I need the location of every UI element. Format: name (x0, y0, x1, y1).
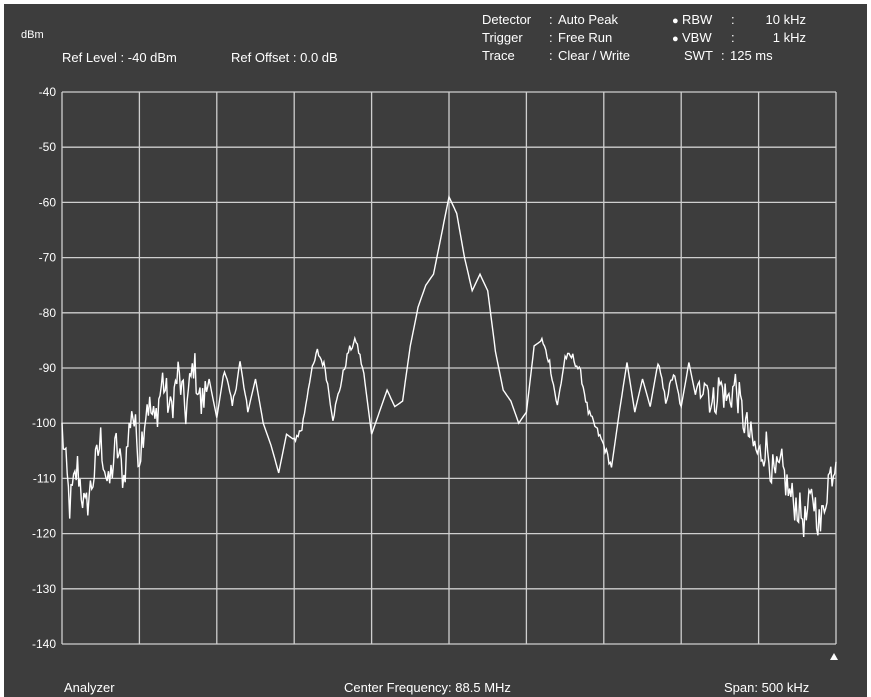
setting-sep-trace: : (549, 48, 553, 63)
setting-value-trigger: Free Run (558, 30, 613, 45)
bullet-icon: ● (672, 33, 679, 45)
grid (61, 91, 837, 645)
y-tick-label: -110 (33, 471, 56, 485)
footer-center-frequency: Center Frequency: 88.5 MHz (344, 680, 511, 695)
setting-value-detector: Auto Peak (558, 12, 618, 27)
setting-value-trace: Clear / Write (558, 48, 630, 63)
bw-value-vbw: 1 kHz (772, 30, 806, 45)
bw-sep-swt: : (721, 48, 725, 63)
y-tick-label: -60 (39, 195, 57, 209)
setting-name-detector: Detector (482, 12, 532, 27)
footer-span: Span: 500 kHz (724, 680, 810, 695)
bw-name-swt: SWT (684, 48, 713, 63)
spectrum-analyzer-screen: dBm Ref Level : -40 dBm Ref Offset : 0.0… (4, 4, 867, 697)
setting-name-trace: Trace (482, 48, 515, 63)
y-tick-label: -80 (39, 306, 57, 320)
bw-sep-rbw: : (731, 12, 735, 27)
bw-sep-vbw: : (731, 30, 735, 45)
y-tick-label: -70 (39, 251, 57, 265)
ref-level: Ref Level : -40 dBm (62, 50, 177, 65)
y-tick-label: -100 (32, 416, 56, 430)
spectrum-plot: -40 -50 -60 -70 -80 -90 -100 -110 -120 -130 -140 (32, 85, 838, 660)
bw-name-rbw: RBW (682, 12, 713, 27)
marker-triangle-icon (830, 653, 838, 660)
y-tick-labels: -40 -50 -60 -70 -80 -90 -100 -110 -120 -130 -140 (32, 85, 56, 651)
y-tick-label: -130 (32, 582, 56, 596)
spectrum-trace (61, 194, 837, 538)
setting-sep-detector: : (549, 12, 553, 27)
y-tick-label: -90 (39, 361, 57, 375)
bw-name-vbw: VBW (682, 30, 712, 45)
setting-sep-trigger: : (549, 30, 553, 45)
bullet-icon: ● (672, 15, 679, 27)
setting-name-trigger: Trigger (482, 30, 523, 45)
y-tick-label: -140 (32, 637, 56, 651)
unit-label: dBm (21, 29, 44, 41)
y-tick-label: -120 (32, 527, 56, 541)
y-tick-label: -40 (39, 85, 57, 99)
footer-mode: Analyzer (64, 680, 115, 695)
y-tick-label: -50 (39, 140, 57, 154)
bw-value-rbw: 10 kHz (765, 12, 806, 27)
bw-value-swt: 125 ms (730, 48, 773, 63)
ref-offset: Ref Offset : 0.0 dB (231, 50, 338, 65)
